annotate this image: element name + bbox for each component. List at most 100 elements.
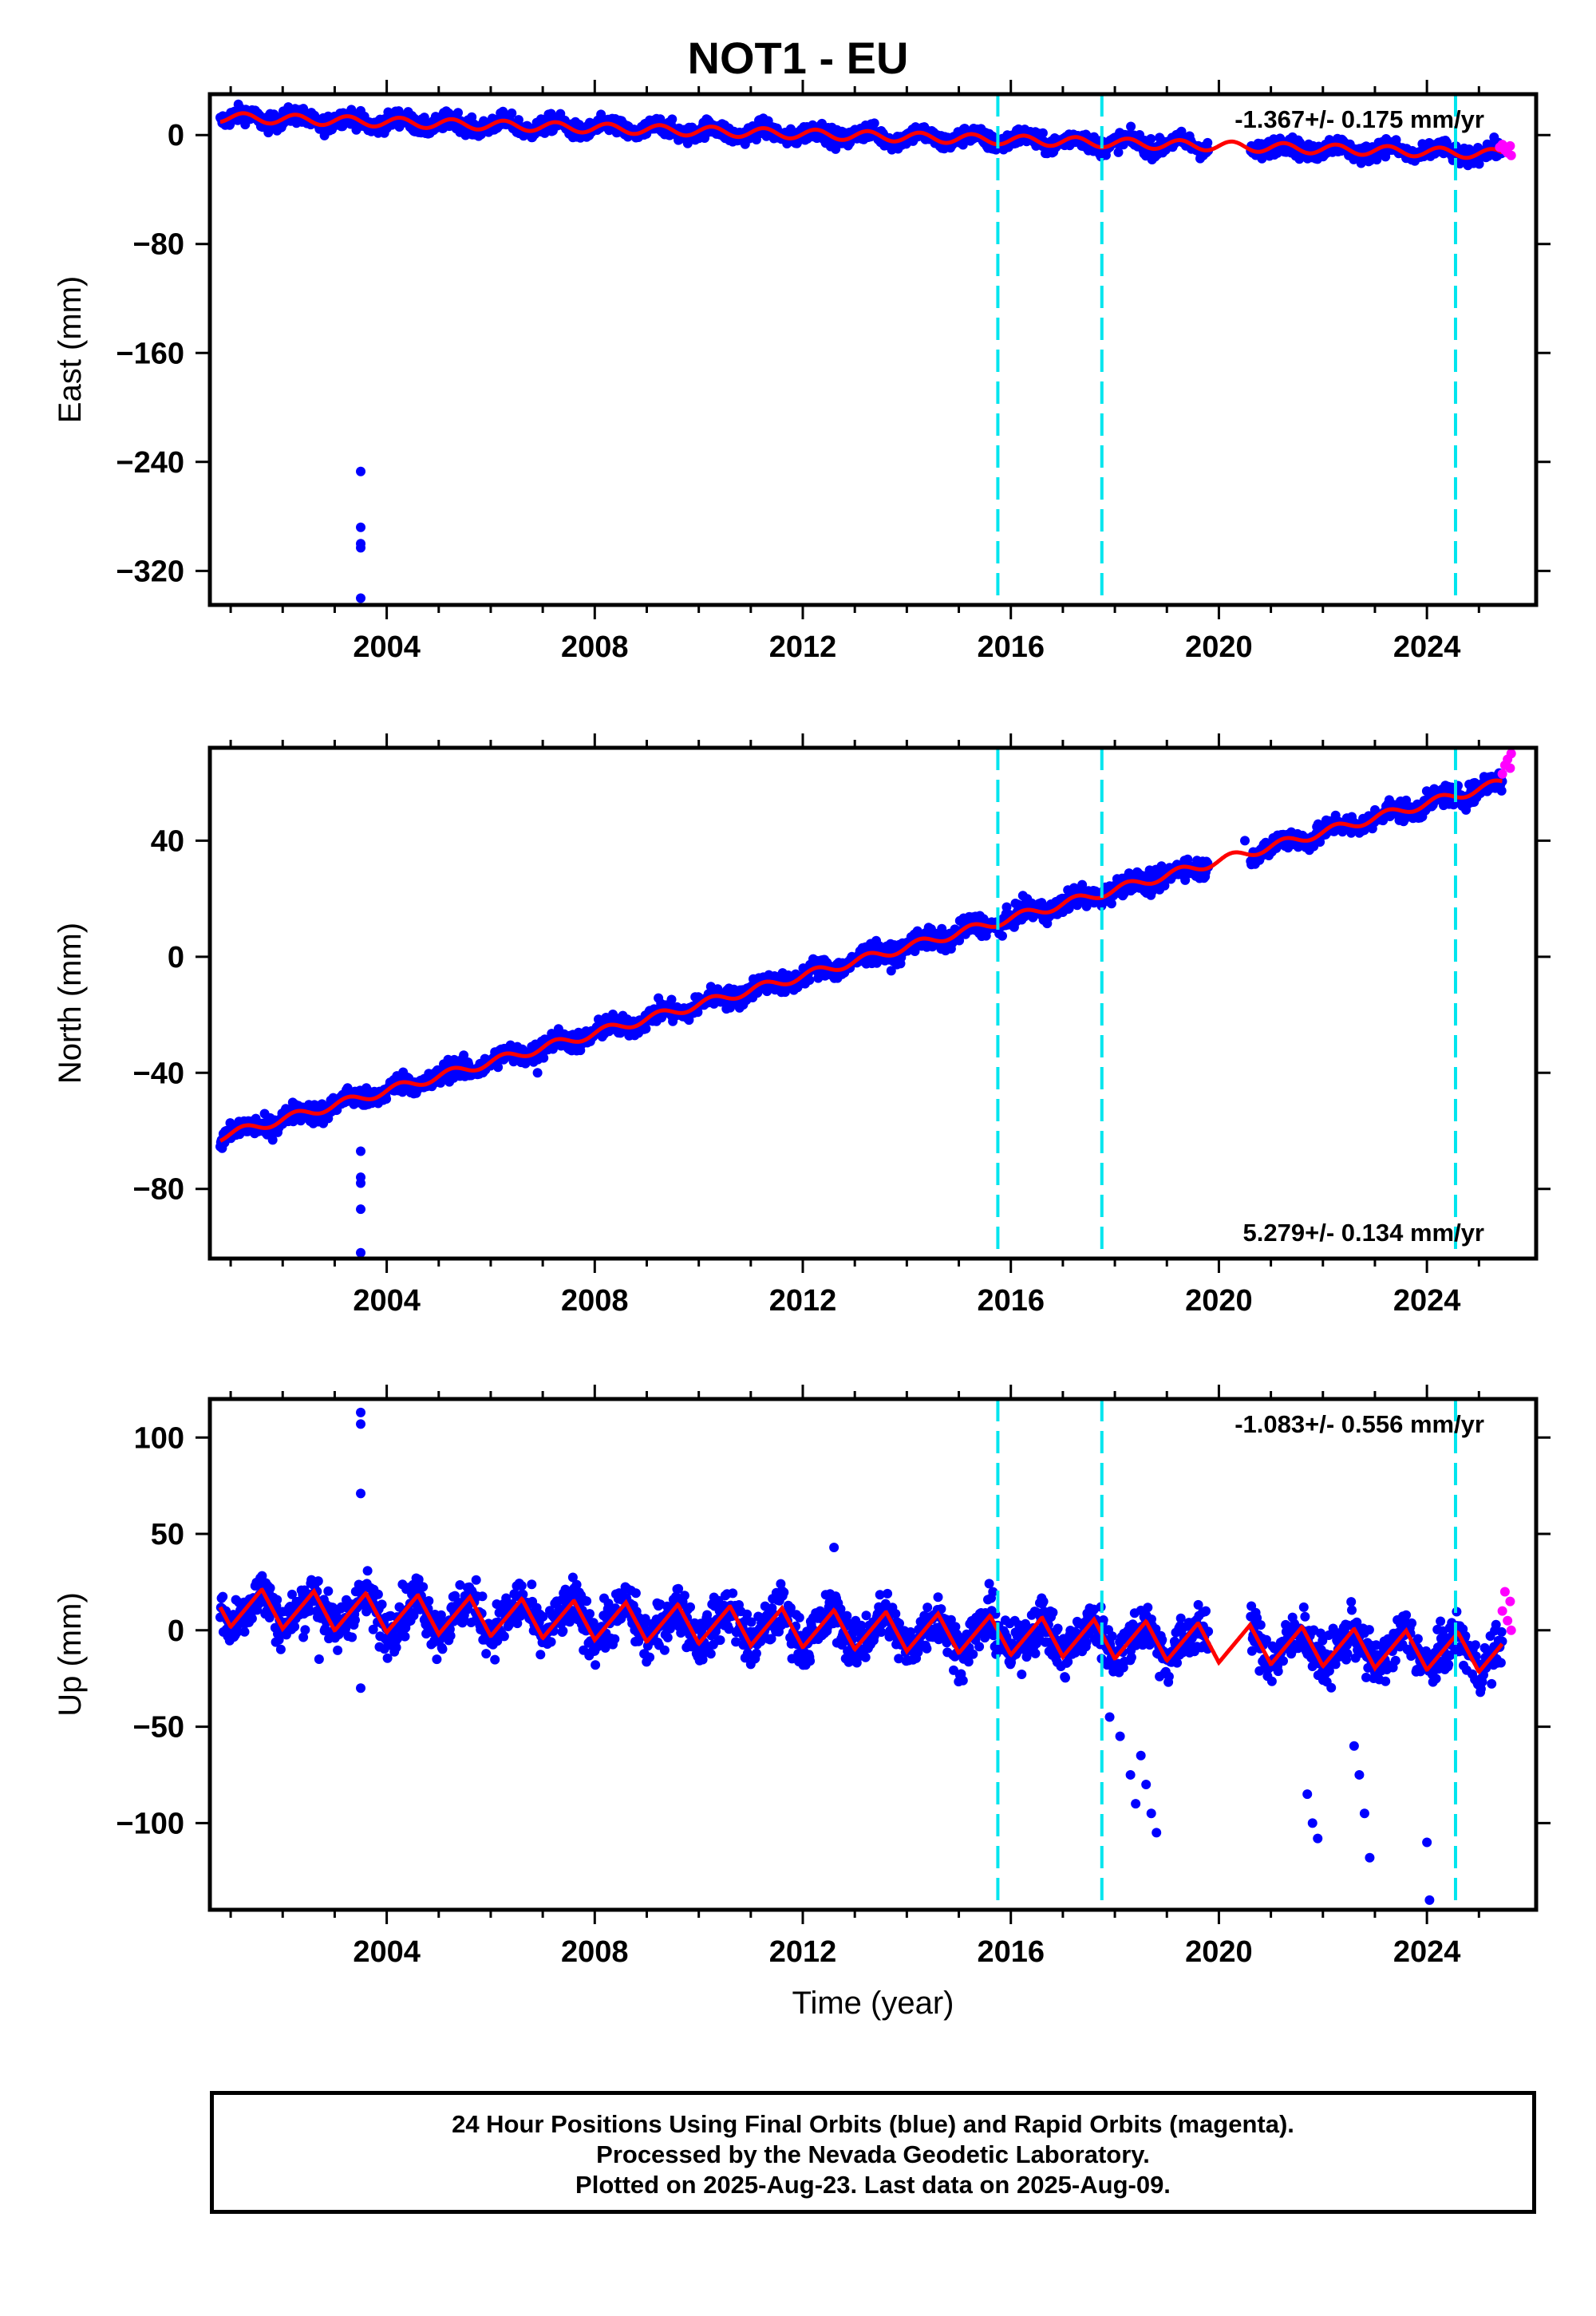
data-point	[869, 118, 879, 128]
final-orbit-points	[215, 1407, 1507, 1905]
data-point	[645, 1652, 655, 1662]
y-tick-label: 0	[168, 119, 184, 152]
rapid-point	[1506, 749, 1516, 759]
x-tick-label: 2012	[769, 1284, 837, 1318]
y-tick-label: −240	[116, 446, 184, 480]
rapid-point	[1505, 763, 1515, 773]
final-orbit-points	[215, 768, 1507, 1258]
data-point	[558, 1626, 568, 1636]
data-point	[218, 1591, 228, 1602]
panel-frame	[207, 92, 1539, 607]
data-point	[715, 1635, 725, 1646]
data-point	[481, 1649, 492, 1659]
x-tick-label: 2008	[561, 1284, 629, 1318]
data-point	[585, 1609, 595, 1619]
y-tick-label: −320	[116, 555, 184, 588]
data-point	[290, 1622, 300, 1632]
data-point	[267, 1135, 278, 1145]
data-point	[662, 1632, 673, 1642]
data-point	[272, 1595, 282, 1605]
data-point	[275, 1644, 286, 1654]
data-point	[728, 1588, 738, 1599]
data-point	[630, 1588, 641, 1599]
outlier-point	[356, 1204, 366, 1215]
x-tick-label: 2016	[977, 630, 1045, 664]
plot-area	[215, 1399, 1516, 1910]
y-tick-label: −80	[133, 228, 184, 262]
data-point	[350, 1615, 360, 1625]
y-tick-label: 0	[168, 941, 184, 974]
data-point	[377, 1599, 387, 1610]
data-point	[1037, 128, 1048, 138]
data-point	[490, 1654, 500, 1665]
x-tick-label: 2016	[977, 1284, 1045, 1318]
data-point	[507, 108, 517, 118]
data-point	[333, 1645, 343, 1655]
outlier-point	[532, 1068, 543, 1078]
data-point	[705, 1649, 716, 1659]
x-tick-label: 2004	[353, 630, 421, 664]
outlier-point	[356, 522, 366, 532]
data-point	[424, 1596, 434, 1606]
data-point	[432, 1654, 442, 1665]
data-point	[313, 1576, 323, 1587]
panel-1: 2004 2008 2012 2016 2020 20240−80−160−240−320…	[53, 80, 1551, 664]
data-point	[419, 113, 429, 123]
data-point	[373, 1589, 383, 1599]
data-point	[527, 1579, 537, 1590]
outlier-point	[356, 1178, 366, 1188]
y-tick-label: 40	[151, 824, 184, 858]
rapid-point	[1497, 769, 1507, 779]
data-point	[323, 1586, 334, 1596]
data-point	[400, 1631, 410, 1642]
data-point	[1496, 785, 1507, 796]
data-point	[535, 1650, 546, 1660]
outlier-point	[356, 543, 366, 553]
data-point	[591, 1660, 601, 1670]
y-tick-label: −40	[133, 1057, 184, 1090]
data-point	[391, 1642, 401, 1653]
data-point	[666, 994, 677, 1005]
data-point	[693, 1007, 703, 1018]
data-point	[239, 1626, 250, 1637]
data-point	[679, 1591, 689, 1601]
data-point	[641, 1024, 651, 1034]
data-point	[1146, 134, 1156, 144]
data-point	[471, 1575, 481, 1585]
data-point	[381, 1094, 392, 1104]
figure-title: NOT1 - EU	[687, 33, 909, 83]
rapid-point	[1505, 140, 1515, 151]
data-point	[886, 966, 896, 976]
plot-area	[215, 94, 1516, 605]
outlier-point	[356, 1146, 366, 1156]
x-tick-label: 2024	[1393, 1284, 1461, 1318]
x-tick-label: 2024	[1393, 630, 1461, 664]
data-point	[1126, 121, 1136, 132]
data-point	[539, 1053, 549, 1063]
data-point	[1106, 899, 1116, 909]
rapid-orbit-points	[1495, 140, 1516, 160]
data-point	[459, 1050, 469, 1061]
x-tick-label: 2012	[769, 630, 837, 664]
y-tick-label: −160	[116, 337, 184, 370]
data-point	[418, 1582, 429, 1592]
data-point	[685, 1602, 695, 1612]
rapid-point	[1506, 150, 1516, 160]
data-point	[300, 1625, 310, 1635]
outlier-point	[356, 466, 366, 476]
data-point	[659, 1645, 670, 1655]
data-point	[347, 1632, 358, 1642]
rate-label: -1.367+/- 0.175 mm/yr	[1235, 105, 1484, 133]
outlier-point	[356, 593, 366, 603]
y-axis-label: North (mm)	[53, 923, 88, 1084]
data-point	[247, 1614, 257, 1624]
data-point	[582, 1596, 592, 1607]
data-point	[362, 1566, 373, 1576]
data-point	[1474, 159, 1484, 169]
data-point	[667, 114, 678, 124]
data-point	[437, 1644, 448, 1654]
data-point	[477, 1591, 488, 1602]
data-point	[453, 108, 463, 118]
